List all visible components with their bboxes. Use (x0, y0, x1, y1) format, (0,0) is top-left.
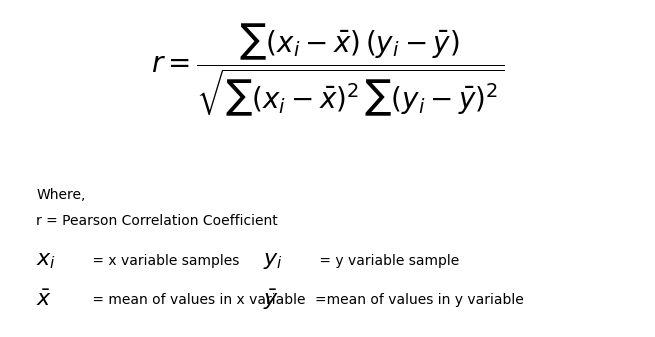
Text: $x_i$: $x_i$ (37, 250, 56, 271)
Text: $\bar{y}$: $\bar{y}$ (263, 288, 279, 312)
Text: $y_i$: $y_i$ (263, 250, 283, 271)
Text: Where,: Where, (37, 188, 86, 202)
Text: = y variable sample: = y variable sample (314, 253, 458, 268)
Text: = x variable samples: = x variable samples (88, 253, 240, 268)
Text: $r = \dfrac{\sum (x_i - \bar{x})\,(y_i - \bar{y})}{\sqrt{\sum (x_i - \bar{x})^2\: $r = \dfrac{\sum (x_i - \bar{x})\,(y_i -… (151, 22, 504, 118)
Text: $\bar{x}$: $\bar{x}$ (37, 290, 52, 310)
Text: =mean of values in y variable: =mean of values in y variable (314, 293, 523, 307)
Text: = mean of values in x variable: = mean of values in x variable (88, 293, 306, 307)
Text: r = Pearson Correlation Coefficient: r = Pearson Correlation Coefficient (37, 214, 278, 228)
